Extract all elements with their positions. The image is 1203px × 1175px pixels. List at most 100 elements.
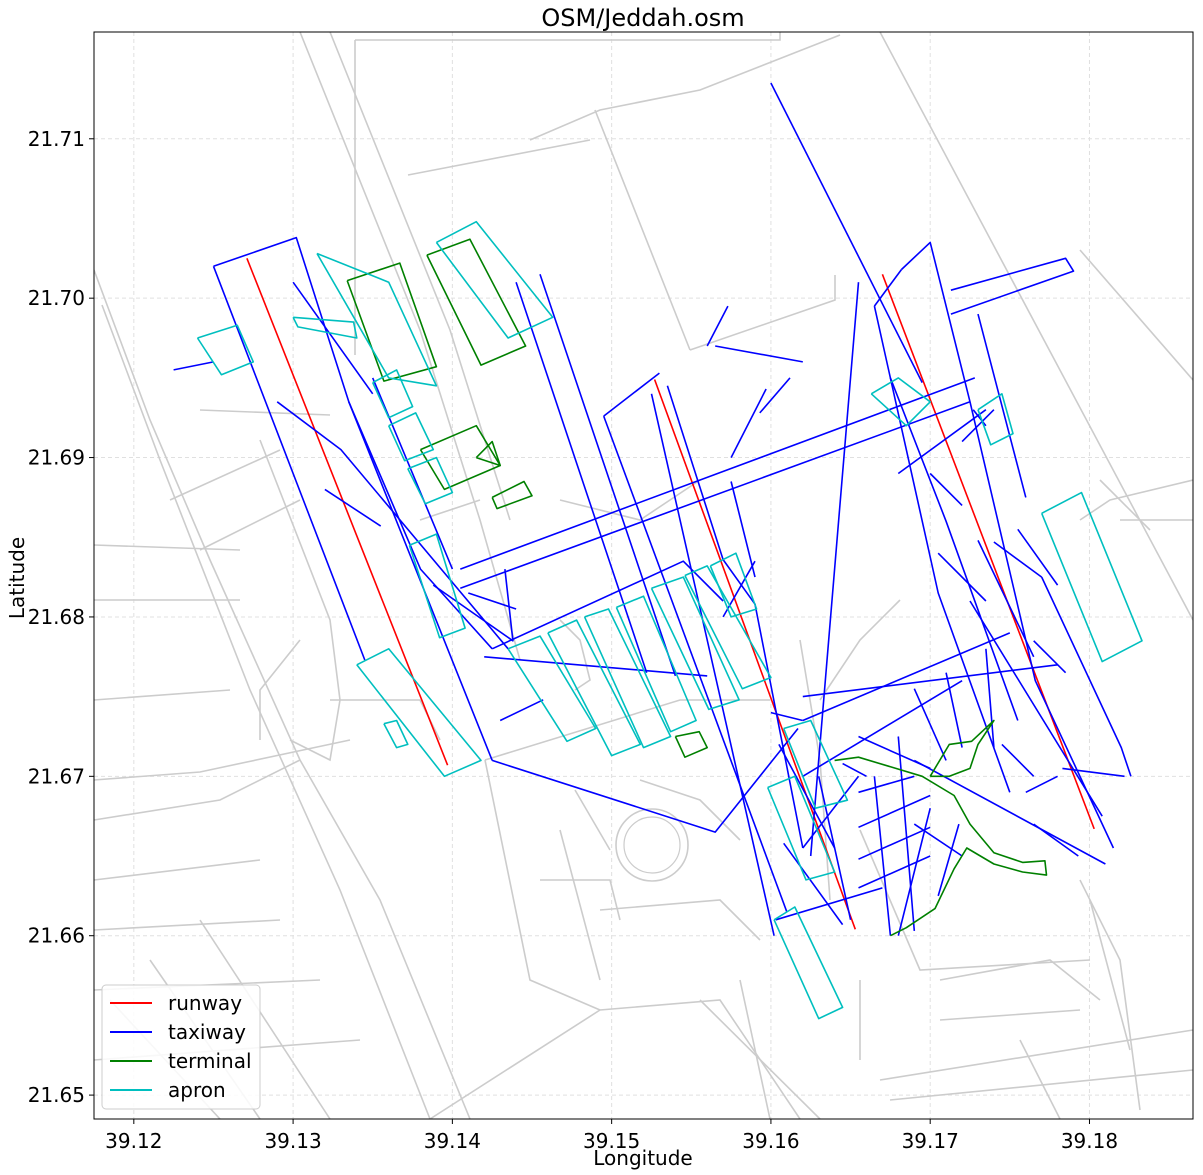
apron-path xyxy=(387,412,435,462)
legend-label-apron: apron xyxy=(168,1078,226,1102)
taxiway-path xyxy=(706,305,729,347)
taxiway-path xyxy=(858,826,931,860)
taxiway-path xyxy=(809,282,860,857)
y-axis-ticks: 21.65 21.66 21.67 21.68 21.69 21.70 21.71 xyxy=(28,127,94,1107)
taxiway-path xyxy=(770,711,803,722)
road-path xyxy=(289,699,341,762)
terminal-path xyxy=(426,238,527,366)
road-path xyxy=(559,829,601,981)
road-path xyxy=(199,919,331,1119)
apron-path xyxy=(583,608,672,749)
x-tick-label: 39.15 xyxy=(583,1129,640,1153)
road-path xyxy=(94,269,471,1119)
road-network xyxy=(94,32,1193,1119)
apron-path xyxy=(435,220,554,339)
y-tick-label: 21.67 xyxy=(28,764,85,788)
x-axis-title: Longitude xyxy=(593,1146,692,1170)
taxiway-path xyxy=(1033,640,1067,674)
taxiway-path xyxy=(666,385,804,849)
taxiway-path xyxy=(348,401,493,650)
apron-path xyxy=(782,719,849,809)
apron-path xyxy=(773,906,844,1020)
taxiway-path xyxy=(775,887,883,921)
road-path xyxy=(689,275,836,351)
taxiway-path xyxy=(858,775,915,794)
taxiway-path xyxy=(950,257,1075,315)
x-tick-label: 39.18 xyxy=(1061,1129,1118,1153)
taxiway-path xyxy=(929,472,963,506)
road-path xyxy=(1079,879,1141,1111)
taxiway-path xyxy=(650,393,775,936)
road-path xyxy=(94,739,351,781)
taxiway-path xyxy=(292,281,374,395)
y-tick-label: 21.68 xyxy=(28,605,85,629)
road-path xyxy=(355,32,781,41)
apron-path xyxy=(615,595,697,733)
road-path xyxy=(1079,249,1193,381)
taxiway-path xyxy=(722,560,756,618)
taxiway-path xyxy=(858,855,931,889)
taxiway-path xyxy=(730,388,767,458)
taxiway-path xyxy=(770,82,923,383)
taxiway-path xyxy=(759,377,791,414)
taxiway-path xyxy=(889,377,1019,721)
y-tick-label: 21.69 xyxy=(28,446,85,470)
road-path xyxy=(1019,1039,1061,1119)
taxiway-path xyxy=(802,632,1011,722)
terminal-path xyxy=(929,719,995,778)
taxiway-path xyxy=(715,345,803,363)
road-path xyxy=(574,789,611,851)
road-path xyxy=(559,619,591,691)
road-path xyxy=(939,959,1101,1001)
road-path xyxy=(259,639,301,740)
taxiway-path xyxy=(873,776,892,936)
road-path xyxy=(819,599,901,701)
road-path xyxy=(594,109,691,351)
taxiway-path xyxy=(897,808,931,936)
taxiway-path xyxy=(969,600,1103,817)
taxiway-path xyxy=(858,794,931,829)
taxiway-path xyxy=(1040,576,1132,777)
road-path xyxy=(330,699,441,741)
taxiway-path xyxy=(817,776,852,920)
x-tick-label: 39.14 xyxy=(424,1129,481,1153)
taxiway-path xyxy=(212,266,366,661)
road-path xyxy=(94,759,301,821)
taxiway-path xyxy=(603,372,660,417)
road-path xyxy=(259,439,341,701)
taxiway-path xyxy=(1017,528,1059,586)
taxiway-path xyxy=(324,488,382,527)
taxiway-path xyxy=(993,541,1043,578)
taxiway-path xyxy=(961,409,995,443)
taxiway-layer xyxy=(173,82,1132,936)
taxiway-path xyxy=(873,269,903,307)
taxiway-path xyxy=(897,409,987,475)
apron-path xyxy=(371,369,414,419)
x-tick-label: 39.12 xyxy=(105,1129,162,1153)
road-path xyxy=(94,859,261,881)
taxiway-path xyxy=(913,759,1106,865)
road-roundabout xyxy=(615,808,689,882)
terminal-path xyxy=(674,730,708,758)
terminal-path xyxy=(475,440,501,467)
road-path xyxy=(739,979,771,1119)
road-path xyxy=(94,919,281,931)
plot-frame xyxy=(93,31,1194,1120)
taxiway-path xyxy=(484,656,708,677)
taxiway-path xyxy=(977,313,1027,498)
road-path xyxy=(639,779,741,841)
road-path xyxy=(889,1069,1193,1101)
apron-path xyxy=(650,576,740,711)
apron-path xyxy=(356,648,482,778)
apron-path xyxy=(766,775,836,881)
apron-path xyxy=(507,635,597,743)
road-path xyxy=(879,1029,1193,1081)
y-axis-title: Latitude xyxy=(5,537,29,619)
taxiway-path xyxy=(1025,775,1058,794)
x-tick-label: 39.16 xyxy=(742,1129,799,1153)
taxiway-path xyxy=(900,241,1115,849)
road-path xyxy=(94,544,241,551)
legend: runway taxiway terminal apron xyxy=(101,984,261,1110)
taxiway-path xyxy=(972,409,987,427)
road-path xyxy=(529,34,841,141)
